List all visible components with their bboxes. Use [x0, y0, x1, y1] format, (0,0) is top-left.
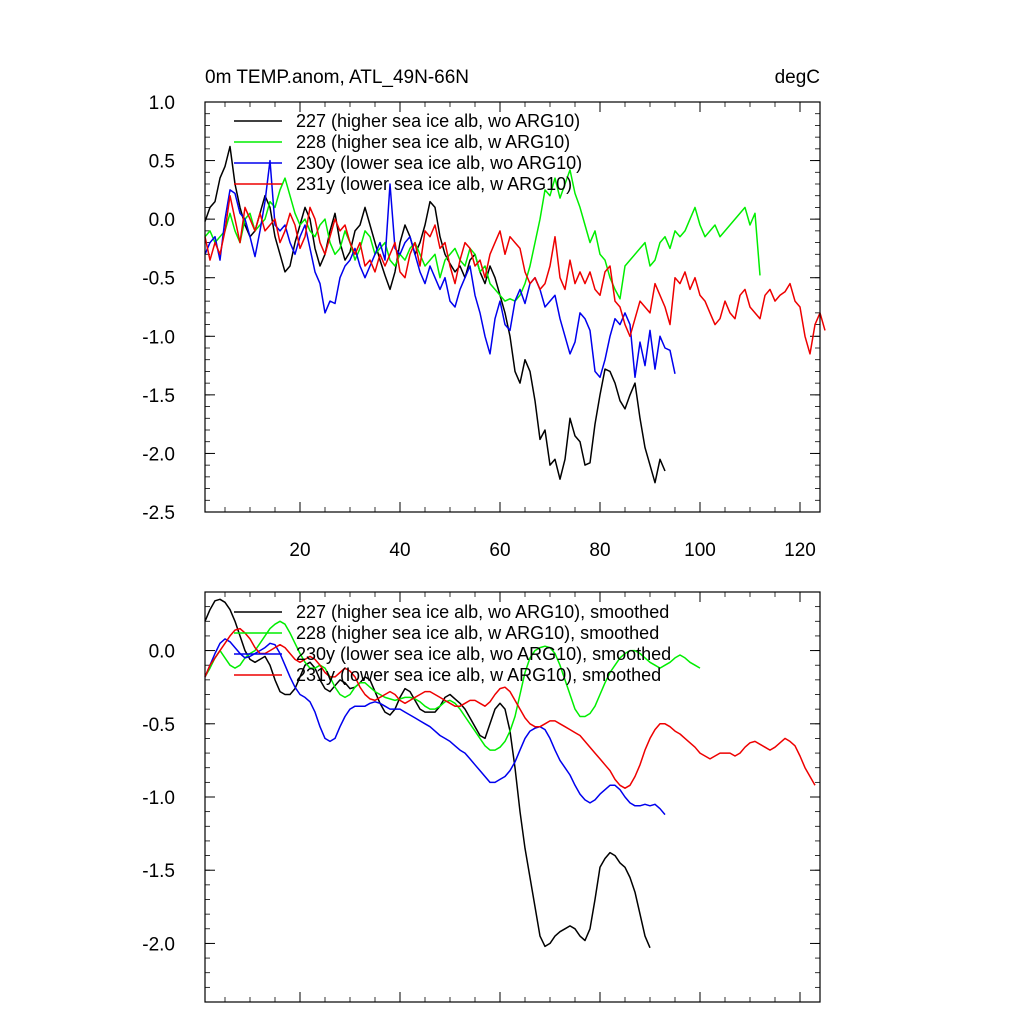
bottom-legend: 227 (higher sea ice alb, wo ARG10), smoo… — [234, 602, 671, 685]
y-tick-label: -1.5 — [142, 861, 175, 882]
y-tick-label: -1.0 — [142, 327, 175, 348]
legend-label: 227 (higher sea ice alb, wo ARG10) — [296, 111, 580, 131]
bottom-chart-panel: 0.0 -0.5 -1.0 -1.5 -2.0 227 (higher sea ice … — [142, 591, 821, 1003]
x-tick-label: 100 — [684, 540, 716, 561]
y-tick-label: -2.5 — [142, 503, 175, 524]
legend-label: 230y (lower sea ice alb, wo ARG10) — [296, 153, 582, 173]
y-tick-label: -2.0 — [142, 934, 175, 955]
x-tick-label: 60 — [489, 540, 510, 561]
legend-label: 228 (higher sea ice alb, w ARG10) — [296, 132, 570, 152]
y-tick-label: -1.5 — [142, 386, 175, 407]
y-tick-label: 0.0 — [149, 642, 175, 663]
bottom-axis-ticks: 0.0 -0.5 -1.0 -1.5 -2.0 — [142, 591, 820, 1002]
y-tick-label: 0.5 — [149, 152, 175, 173]
legend-label: 230y (lower sea ice alb, wo ARG10), smoo… — [296, 644, 671, 664]
legend-label: 231y (lower sea ice alb, w ARG10), smoot… — [296, 665, 661, 685]
raw-line-series-1 — [204, 145, 666, 484]
smoothed-line-series-4 — [204, 627, 816, 789]
raw-line-series-4 — [204, 194, 826, 355]
raw-line-series-3 — [204, 159, 676, 379]
x-tick-label: 80 — [589, 540, 610, 561]
y-tick-label: -0.5 — [142, 715, 175, 736]
top-axis-ticks: 1.0 0.5 0.0 -0.5 -1.0 -1.5 -2.0 -2.5 20 40 60 80 100… — [142, 93, 820, 561]
top-series-lines — [204, 145, 826, 484]
y-tick-label: -2.0 — [142, 444, 175, 465]
chart-title: 0m TEMP.anom, ATL_49N-66N — [205, 67, 469, 88]
y-tick-label: 1.0 — [149, 93, 175, 114]
y-tick-label: 0.0 — [149, 210, 175, 231]
top-plot-frame — [204, 101, 821, 513]
units-label: degC — [775, 67, 820, 88]
x-tick-label: 40 — [389, 540, 410, 561]
smoothed-line-series-1 — [204, 598, 651, 949]
bottom-plot-frame — [204, 591, 821, 1003]
x-tick-label: 120 — [784, 540, 816, 561]
legend-label: 228 (higher sea ice alb, w ARG10), smoot… — [296, 623, 659, 643]
bottom-series-lines — [204, 598, 816, 949]
legend-label: 231y (lower sea ice alb, w ARG10) — [296, 174, 572, 194]
y-tick-label: -0.5 — [142, 269, 175, 290]
legend-label: 227 (higher sea ice alb, wo ARG10), smoo… — [296, 602, 669, 622]
top-chart-panel: 0m TEMP.anom, ATL_49N-66N degC 1.0 0.5 0.0… — [142, 67, 826, 561]
x-tick-label: 20 — [289, 540, 310, 561]
smoothed-line-series-3 — [204, 638, 666, 816]
top-legend: 227 (higher sea ice alb, wo ARG10)228 (h… — [234, 111, 582, 194]
smoothed-line-series-2 — [204, 620, 701, 751]
y-tick-label: -1.0 — [142, 788, 175, 809]
